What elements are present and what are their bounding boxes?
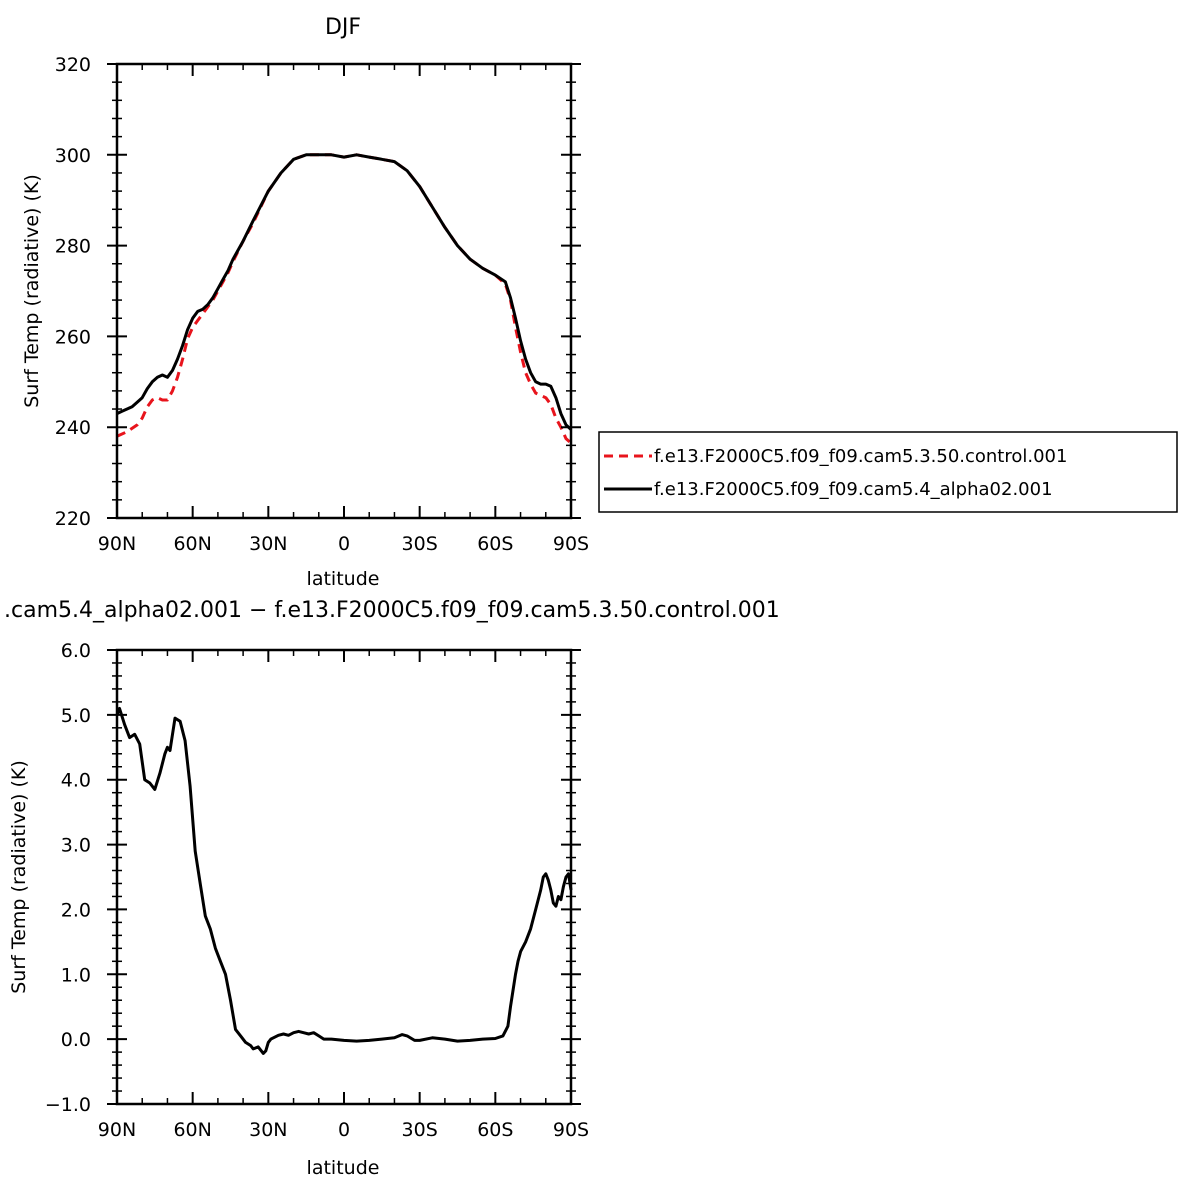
bottom-series-line-0 [115, 706, 573, 1055]
top-x-tick-label: 60S [477, 533, 513, 555]
top-plot-frame [115, 62, 573, 520]
bottom-x-tick-label: 30N [249, 1119, 287, 1141]
top-series-line-1 [116, 153, 573, 431]
bottom-x-tick-label: 30S [402, 1119, 438, 1141]
top-x-tick-label: 0 [338, 533, 350, 555]
bottom-x-axis-label: latitude [307, 1157, 380, 1179]
top-y-tick-label: 220 [55, 508, 91, 530]
bottom-x-tick-label: 90S [553, 1119, 589, 1141]
bottom-axis-ticks: 90N 60N 30N 0 30S 60S 90S −1.0 0.0 1.0 2.0 3.0 4.0 5.… [45, 640, 589, 1141]
bottom-x-tick-label: 60S [477, 1119, 513, 1141]
bottom-y-tick-label: 4.0 [61, 770, 91, 792]
top-y-tick-label: 260 [55, 326, 91, 348]
top-x-tick-label: 90N [98, 533, 136, 555]
bottom-panel: .cam5.4_alpha02.001 − f.e13.F2000C5.f09_… [4, 598, 780, 1179]
legend: f.e13.F2000C5.f09_f09.cam5.3.50.control.… [598, 431, 1178, 513]
legend-label-control: f.e13.F2000C5.f09_f09.cam5.3.50.control.… [654, 446, 1067, 467]
top-y-tick-label: 300 [55, 145, 91, 167]
top-y-tick-label: 240 [55, 417, 91, 439]
top-panel: DJF 90N 60N 30N 0 30S 60S 90S 220 240 260 280 300 32… [21, 15, 589, 590]
bottom-y-tick-label: 3.0 [61, 835, 91, 857]
bottom-y-tick-label: −1.0 [45, 1094, 91, 1116]
top-plot-area [116, 153, 573, 445]
bottom-x-tick-label: 0 [338, 1119, 350, 1141]
bottom-y-axis-label: Surf Temp (radiative) (K) [8, 760, 30, 994]
bottom-x-tick-label: 90N [98, 1119, 136, 1141]
bottom-x-tick-label: 60N [173, 1119, 211, 1141]
top-series-line-0 [116, 153, 573, 445]
top-x-tick-label: 60N [173, 533, 211, 555]
top-y-axis-label: Surf Temp (radiative) (K) [21, 174, 43, 408]
top-x-tick-label: 90S [553, 533, 589, 555]
bottom-y-tick-label: 2.0 [61, 899, 91, 921]
bottom-y-tick-label: 1.0 [61, 964, 91, 986]
top-x-tick-label: 30N [249, 533, 287, 555]
bottom-plot-area [115, 706, 573, 1055]
bottom-y-tick-label: 6.0 [61, 640, 91, 662]
legend-label-alpha02: f.e13.F2000C5.f09_f09.cam5.4_alpha02.001 [654, 479, 1053, 500]
bottom-chart-title: .cam5.4_alpha02.001 − f.e13.F2000C5.f09_… [4, 598, 780, 623]
top-axis-ticks: 90N 60N 30N 0 30S 60S 90S 220 240 260 280 300 320 [55, 54, 589, 555]
bottom-y-tick-label: 5.0 [61, 705, 91, 727]
top-x-axis-label: latitude [307, 568, 380, 590]
top-x-tick-label: 30S [402, 533, 438, 555]
top-y-tick-label: 320 [55, 54, 91, 76]
bottom-y-tick-label: 0.0 [61, 1029, 91, 1051]
top-y-tick-label: 280 [55, 236, 91, 258]
top-chart-title: DJF [325, 15, 361, 40]
legend-box [598, 431, 1178, 513]
